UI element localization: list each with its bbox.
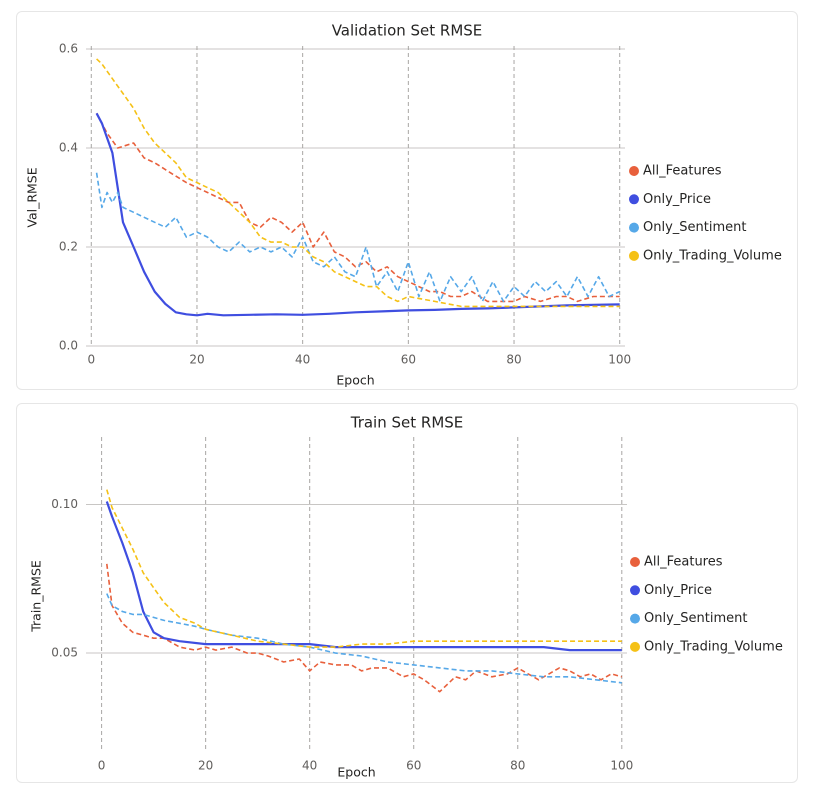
x-tick-label: 60 [401, 353, 416, 367]
train-rmse-chart: Train Set RMSE 0.05 0.10 0 20 40 60 80 100 Epoch T… [29, 414, 783, 780]
x-tick-label: 20 [189, 353, 204, 367]
series-line-only-sentiment [106, 593, 622, 684]
y-tick-label: 0.0 [59, 339, 78, 353]
validation-rmse-chart: Validation Set RMSE 0.0 0.2 0.4 0.6 0 20 40 60 80… [25, 22, 782, 388]
legend-item-only-sentiment[interactable]: Only_Sentiment [629, 220, 746, 235]
legend-item-only-price[interactable]: Only_Price [629, 192, 711, 207]
legend-marker-only-sentiment [629, 222, 639, 233]
x-tick-label: 60 [406, 759, 421, 773]
legend-label-only-sentiment: Only_Sentiment [644, 611, 747, 626]
legend-marker-only-price [629, 194, 639, 205]
x-tick-label: 80 [506, 353, 521, 367]
legend-label-only-trading-volume: Only_Trading_Volume [643, 248, 782, 263]
legend-label-only-price: Only_Price [644, 583, 712, 598]
train-chart-card: Train Set RMSE 0.05 0.10 0 20 40 60 80 100 Epoch T… [16, 403, 798, 783]
series-line-all-features [106, 563, 623, 693]
validation-chart-card: Validation Set RMSE 0.0 0.2 0.4 0.6 0 20 40 60 80… [16, 11, 798, 390]
legend-label-all-features: All_Features [644, 555, 723, 570]
legend-item-only-trading-volume[interactable]: Only_Trading_Volume [630, 639, 783, 654]
y-tick-label: 0.10 [51, 497, 78, 511]
series-line-all-features [95, 112, 620, 303]
legend-item-only-trading-volume[interactable]: Only_Trading_Volume [629, 248, 782, 263]
legend-marker-all-features [630, 557, 640, 567]
y-tick-label: 0.6 [59, 42, 78, 56]
legend-label-only-sentiment: Only_Sentiment [643, 220, 746, 235]
legend-marker-only-price [630, 585, 640, 596]
x-tick-label: 100 [610, 759, 633, 773]
legend-marker-only-trading-volume [629, 250, 639, 261]
chart-title: Validation Set RMSE [332, 22, 483, 40]
series-line-only-trading-volume [96, 58, 620, 308]
x-tick-label: 80 [510, 759, 525, 773]
legend-marker-all-features [629, 166, 639, 176]
legend-item-all-features[interactable]: All_Features [629, 164, 722, 179]
series-line-only-price [95, 112, 620, 317]
series-line-only-price [105, 501, 622, 652]
legend-item-only-price[interactable]: Only_Price [630, 583, 712, 598]
x-axis-label: Epoch [336, 373, 374, 388]
legend-item-only-sentiment[interactable]: Only_Sentiment [630, 611, 747, 626]
legend-label-only-trading-volume: Only_Trading_Volume [644, 639, 783, 654]
x-tick-label: 0 [98, 759, 106, 773]
y-axis-label: Train_RMSE [29, 560, 44, 633]
x-tick-label: 20 [198, 759, 213, 773]
y-tick-label: 0.4 [59, 141, 78, 155]
x-tick-label: 40 [295, 353, 310, 367]
x-tick-label: 0 [87, 353, 95, 367]
chart-title: Train Set RMSE [350, 414, 464, 432]
x-tick-label: 100 [608, 353, 631, 367]
legend-marker-only-trading-volume [630, 641, 640, 652]
legend-label-all-features: All_Features [643, 164, 722, 179]
legend-marker-only-sentiment [630, 613, 640, 624]
legend-item-all-features[interactable]: All_Features [630, 555, 723, 570]
x-axis-label: Epoch [337, 765, 375, 780]
x-tick-label: 40 [302, 759, 317, 773]
y-tick-label: 0.05 [51, 646, 78, 660]
y-tick-label: 0.2 [59, 240, 78, 254]
series-line-only-sentiment [95, 172, 621, 303]
y-axis-label: Val_RMSE [25, 167, 40, 227]
legend-label-only-price: Only_Price [643, 192, 711, 207]
